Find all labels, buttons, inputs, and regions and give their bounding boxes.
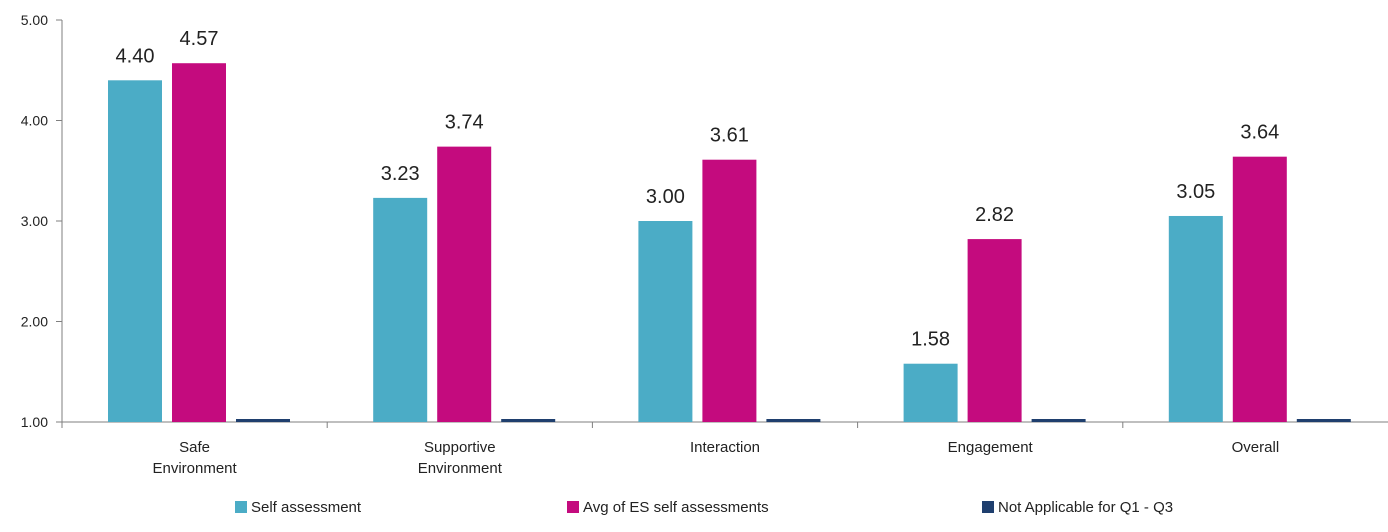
y-tick-label: 1.00	[21, 414, 48, 430]
bar	[702, 159, 757, 422]
legend: Self assessment Avg of ES self assessment…	[235, 499, 1173, 516]
bars	[108, 63, 1351, 423]
bar	[1168, 215, 1223, 422]
x-tick-label: Engagement	[948, 439, 1034, 456]
y-axis: 1.00 2.00 3.00 4.00 5.00	[21, 12, 63, 430]
x-axis: Safe Environment Supportive Environment Inte…	[61, 421, 1388, 477]
bar	[437, 146, 492, 422]
bar	[638, 221, 693, 422]
data-label: 3.64	[1240, 122, 1279, 144]
bar	[903, 363, 958, 422]
data-label: 3.23	[381, 163, 420, 185]
y-tick-label: 4.00	[21, 113, 48, 129]
bar	[373, 197, 428, 422]
legend-label: Self assessment	[251, 499, 362, 516]
bar	[172, 63, 226, 423]
bar	[967, 239, 1022, 422]
legend-label: Avg of ES self assessments	[583, 499, 769, 516]
x-tick-label: Interaction	[690, 439, 760, 456]
data-labels: 4.40 4.57 3.23 3.74 3.00 3.61 1.58 2.82 3.05 3.64	[116, 28, 1280, 350]
legend-swatch	[982, 501, 994, 513]
x-tick-label: Environment	[152, 460, 237, 477]
x-tick-label: Overall	[1232, 439, 1280, 456]
x-tick-label: Environment	[418, 460, 503, 477]
data-label: 1.58	[911, 329, 950, 351]
bar	[236, 419, 290, 422]
bar	[1296, 419, 1351, 422]
y-tick-label: 5.00	[21, 12, 48, 28]
data-label: 3.74	[445, 112, 484, 134]
bar	[108, 80, 162, 423]
y-tick-label: 2.00	[21, 314, 48, 330]
data-label: 2.82	[975, 204, 1014, 226]
data-label: 3.00	[646, 186, 685, 208]
bar	[1232, 156, 1287, 422]
data-label: 3.61	[710, 125, 749, 147]
data-label: 3.05	[1176, 181, 1215, 203]
bar	[1031, 419, 1086, 422]
data-label: 4.57	[180, 28, 219, 50]
legend-swatch	[567, 501, 579, 513]
data-label: 4.40	[116, 45, 155, 67]
legend-label: Not Applicable for Q1 - Q3	[998, 499, 1173, 516]
bar	[766, 419, 821, 422]
bar	[501, 419, 556, 422]
x-tick-label: Safe	[179, 439, 210, 456]
legend-swatch	[235, 501, 247, 513]
x-tick-label: Supportive	[424, 439, 496, 456]
y-tick-label: 3.00	[21, 213, 48, 229]
